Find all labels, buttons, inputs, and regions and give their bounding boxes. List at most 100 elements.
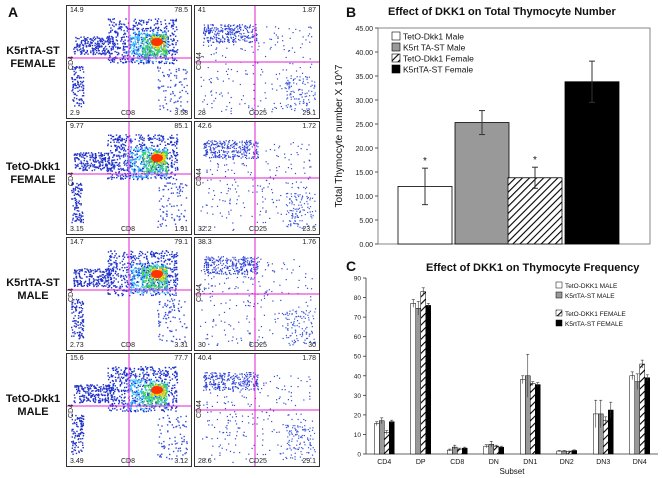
event-dot xyxy=(122,154,124,157)
event-dot xyxy=(169,110,172,112)
event-dot xyxy=(94,37,97,40)
event-dot xyxy=(295,198,297,201)
event-dot xyxy=(139,58,141,60)
event-dot xyxy=(82,218,85,221)
event-dot xyxy=(117,168,120,170)
event-dot xyxy=(149,290,151,292)
event-dot xyxy=(79,45,81,47)
event-dot xyxy=(140,32,143,34)
event-dot xyxy=(208,32,210,34)
event-dot xyxy=(75,277,78,279)
event-dot xyxy=(152,34,154,36)
event-dot xyxy=(76,102,79,104)
event-dot xyxy=(294,208,296,210)
event-dot xyxy=(308,144,310,146)
event-dot xyxy=(115,263,117,265)
event-dot xyxy=(154,277,156,279)
event-dot xyxy=(145,291,148,293)
event-dot xyxy=(185,184,188,187)
event-dot xyxy=(253,153,255,155)
event-dot xyxy=(124,141,127,144)
event-dot xyxy=(173,33,175,36)
event-dot xyxy=(109,255,111,258)
event-dot xyxy=(147,151,150,154)
event-dot xyxy=(102,49,105,51)
event-dot xyxy=(219,212,221,214)
event-dot xyxy=(176,277,179,280)
event-dot xyxy=(71,221,73,224)
event-dot xyxy=(144,48,146,51)
event-dot xyxy=(81,89,83,92)
event-dot xyxy=(160,268,162,271)
event-dot xyxy=(296,214,298,217)
event-dot xyxy=(250,143,252,145)
event-dot xyxy=(100,53,103,56)
event-dot xyxy=(73,78,75,81)
event-dot xyxy=(225,28,227,30)
event-dot xyxy=(211,27,213,29)
event-dot xyxy=(94,153,97,155)
event-dot xyxy=(125,138,128,140)
event-dot xyxy=(148,45,150,48)
event-dot xyxy=(138,31,140,34)
event-dot xyxy=(116,257,118,259)
event-dot xyxy=(75,85,78,87)
event-dot xyxy=(152,44,155,46)
event-dot xyxy=(113,61,115,63)
event-dot xyxy=(110,53,112,55)
event-dot xyxy=(139,263,142,266)
event-dot xyxy=(162,257,165,259)
event-dot xyxy=(119,165,121,167)
event-dot xyxy=(294,217,296,219)
event-dot xyxy=(307,206,309,208)
event-dot xyxy=(138,143,141,146)
event-dot xyxy=(114,270,117,272)
event-dot xyxy=(275,34,277,36)
event-dot xyxy=(94,42,97,45)
event-dot xyxy=(163,160,166,162)
event-dot xyxy=(144,39,146,41)
event-dot xyxy=(148,61,150,63)
event-dot xyxy=(92,159,94,161)
event-dot xyxy=(141,178,143,181)
event-dot xyxy=(134,138,136,141)
event-dot xyxy=(269,169,271,171)
event-dot xyxy=(259,214,261,216)
event-dot xyxy=(86,50,88,53)
event-dot xyxy=(174,279,177,282)
event-dot xyxy=(145,35,147,37)
event-dot xyxy=(79,270,81,273)
event-dot xyxy=(211,140,213,142)
event-dot xyxy=(309,166,311,168)
event-dot xyxy=(82,76,85,79)
event-dot xyxy=(253,112,255,114)
event-dot xyxy=(117,138,119,140)
event-dot xyxy=(273,102,275,105)
event-dot xyxy=(127,283,129,285)
event-dot xyxy=(101,37,103,40)
event-dot xyxy=(161,276,163,279)
event-dot xyxy=(133,55,135,57)
event-dot xyxy=(106,167,108,169)
event-dot xyxy=(96,276,99,278)
event-dot xyxy=(166,279,168,282)
event-dot xyxy=(118,287,121,289)
event-dot xyxy=(107,140,109,142)
event-dot xyxy=(161,278,163,280)
event-dot xyxy=(248,140,250,142)
event-dot xyxy=(161,36,163,39)
event-dot xyxy=(162,195,165,197)
event-dot xyxy=(147,266,149,269)
event-dot xyxy=(203,24,205,26)
event-dot xyxy=(236,25,239,27)
event-dot xyxy=(141,167,144,170)
event-dot xyxy=(151,276,154,279)
event-dot xyxy=(219,155,221,157)
event-dot xyxy=(130,146,132,148)
event-dot xyxy=(276,89,278,91)
event-dot xyxy=(77,163,79,166)
event-dot xyxy=(236,151,238,153)
event-dot xyxy=(142,155,145,158)
event-dot xyxy=(130,28,132,30)
event-dot xyxy=(239,26,241,28)
